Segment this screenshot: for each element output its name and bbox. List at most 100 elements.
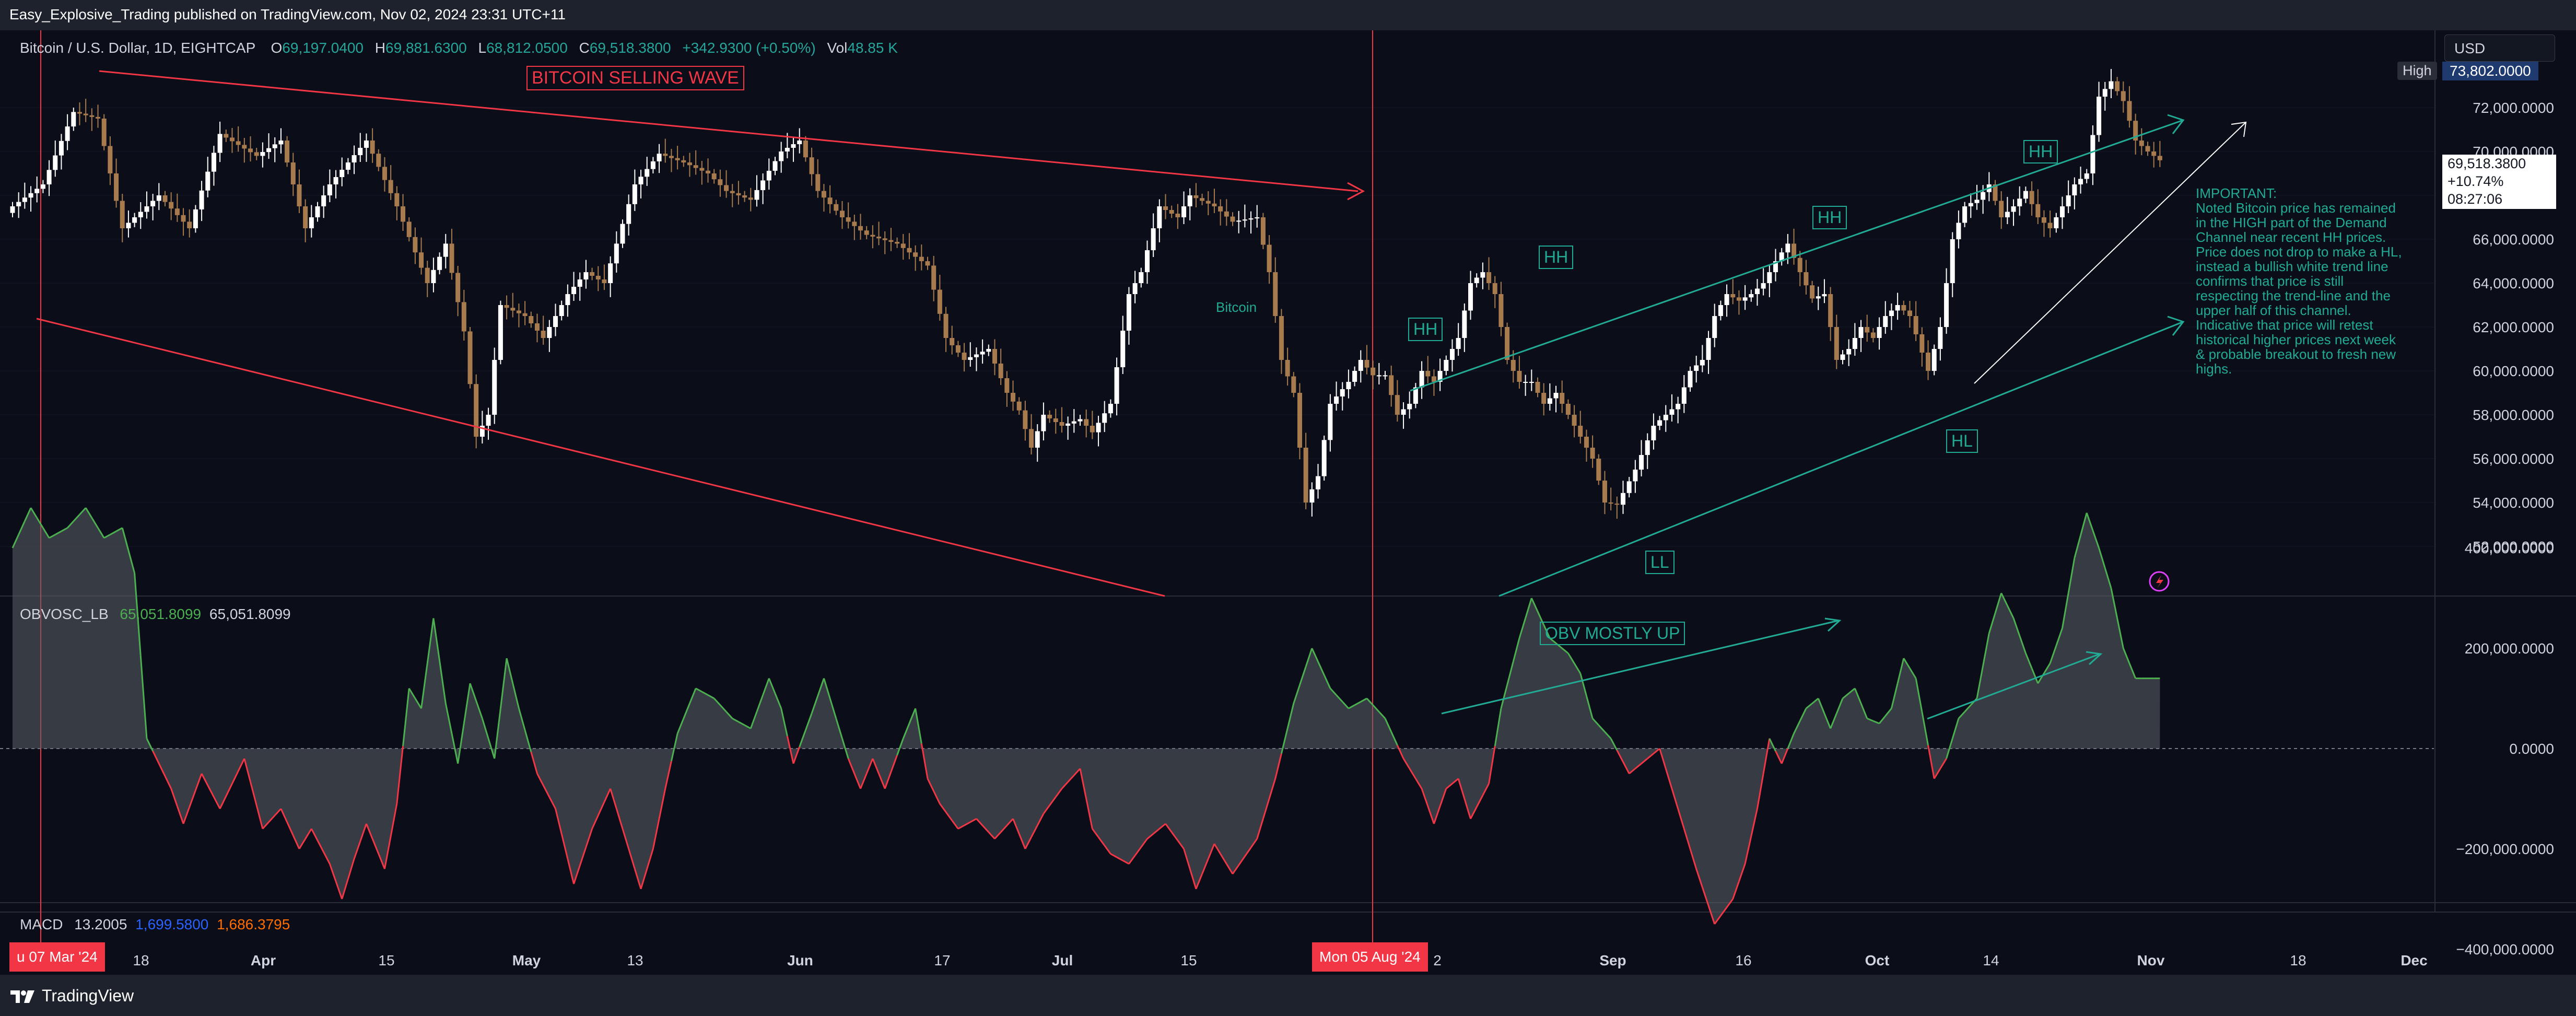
obv-line-segment <box>988 831 996 839</box>
hh-label-2[interactable]: HH <box>1539 246 1574 269</box>
time-axis-label: 18 <box>2290 952 2306 968</box>
symbol-title[interactable]: Bitcoin / U.S. Dollar, 1D, EIGHTCAP <box>20 40 255 56</box>
obv-line-segment <box>1189 868 1197 890</box>
candle-body <box>1870 332 1876 338</box>
obv-line-segment <box>2062 593 2069 628</box>
obv-mostly-up-label[interactable]: OBV MOSTLY UP <box>1540 622 1685 645</box>
candle-body <box>760 180 766 190</box>
candle-body <box>1974 200 1980 203</box>
candle-body <box>2035 204 2041 217</box>
obv-line-segment <box>1890 683 1899 709</box>
obv-line-segment <box>1927 745 1935 779</box>
candle-body <box>754 190 759 200</box>
obv-line-segment <box>292 835 300 849</box>
candle-body <box>1669 409 1675 415</box>
candle-body <box>1901 305 1906 311</box>
candle-body <box>187 221 192 228</box>
important-note[interactable]: IMPORTANT: Noted Bitcoin price has remai… <box>2196 186 2426 376</box>
channel-upper-arrowhead <box>2167 114 2185 134</box>
obv-line-segment <box>1329 687 1337 696</box>
chart-canvas[interactable]: 72,000.000070,000.000066,000.000064,000.… <box>0 30 2576 975</box>
candle-body <box>791 144 796 148</box>
tradingview-brand[interactable]: TradingView <box>9 986 134 1006</box>
obv-line-segment <box>908 708 917 724</box>
obv-line-segment <box>804 713 813 731</box>
obv-line-segment <box>1921 711 1929 745</box>
obv-line-segment <box>1860 703 1868 719</box>
candle-body <box>77 112 82 114</box>
obv-line-segment <box>164 776 172 789</box>
candle-body <box>174 208 180 215</box>
obv-line-segment <box>597 801 605 816</box>
obv-line-segment <box>1842 693 1849 699</box>
candle-body <box>1413 387 1418 404</box>
ll-label[interactable]: LL <box>1645 551 1675 574</box>
candle-body <box>1962 206 1968 223</box>
candle-body <box>1846 349 1852 355</box>
candle-body <box>1938 327 1943 349</box>
obv-line-segment <box>933 790 941 804</box>
obv-line-segment <box>683 703 690 719</box>
obv-line-segment <box>1402 758 1411 769</box>
obv-line-segment <box>610 788 617 809</box>
candle-body <box>150 201 156 206</box>
obv-line-segment <box>170 788 178 807</box>
candle-body <box>1700 360 1705 366</box>
candle-body <box>1389 375 1394 395</box>
hh-label-3[interactable]: HH <box>1812 206 1847 229</box>
candle-body <box>1663 415 1668 421</box>
obv-line-segment <box>1421 788 1429 807</box>
obv-line-segment <box>829 698 837 719</box>
candle-body <box>846 217 851 222</box>
hh-label-1[interactable]: HH <box>1408 318 1443 341</box>
obv-line-segment <box>384 836 392 869</box>
candle-body <box>1584 437 1589 448</box>
candle-body <box>1730 294 1736 298</box>
obv-line-segment <box>366 823 373 839</box>
bitcoin-annotation[interactable]: Bitcoin <box>1216 299 1257 315</box>
chart-area[interactable]: 72,000.0000 70,000.0000 66,000.0000 64,000.… <box>0 30 2576 975</box>
candle-body <box>101 119 107 146</box>
candle-body <box>193 209 198 228</box>
candle-body <box>638 177 643 184</box>
candle-body <box>1773 261 1778 272</box>
candle-body <box>1913 316 1918 334</box>
footer-bar: TradingView <box>0 975 2576 1016</box>
candle-body <box>1309 489 1315 503</box>
obv-line-segment <box>1476 795 1484 808</box>
obv-name[interactable]: OBVOSC_LB <box>20 606 109 622</box>
candle-body <box>479 426 485 437</box>
hl-label[interactable]: HL <box>1946 429 1978 453</box>
candle-body <box>1492 283 1497 294</box>
candle-body <box>2090 135 2095 173</box>
hh-label-4[interactable]: HH <box>2023 140 2058 164</box>
obv-line-segment <box>768 678 776 694</box>
candle-body <box>718 179 723 185</box>
candle-body <box>1383 375 1388 377</box>
obv-line-segment <box>1457 778 1466 799</box>
macd-name[interactable]: MACD <box>20 916 63 932</box>
candle-body <box>144 206 149 212</box>
obv-line-segment <box>494 708 501 759</box>
candle-body <box>974 354 979 357</box>
obv-line-segment <box>945 811 953 821</box>
note-line: Channel near recent HH prices. <box>2196 229 2386 245</box>
obv-line-segment <box>1043 804 1050 814</box>
candle-body <box>1950 239 1955 283</box>
obv-line-segment <box>1286 703 1295 729</box>
candle-body <box>1078 419 1083 422</box>
candle-body <box>1895 305 1900 311</box>
obv-line-segment <box>1165 823 1173 833</box>
currency-selector[interactable]: USD <box>2444 34 2555 62</box>
alert-icon <box>2149 571 2170 592</box>
candle-body <box>1273 272 1278 316</box>
obv-line-segment <box>1616 750 1624 763</box>
selling-wave-label[interactable]: BITCOIN SELLING WAVE <box>526 66 744 90</box>
obv-line-segment <box>634 868 642 890</box>
obv-line-segment <box>121 528 130 551</box>
candle-body <box>736 193 741 195</box>
obv-line-segment <box>579 847 587 866</box>
candle-body <box>1285 360 1290 377</box>
candle-body <box>382 167 387 180</box>
candle-body <box>913 252 918 257</box>
